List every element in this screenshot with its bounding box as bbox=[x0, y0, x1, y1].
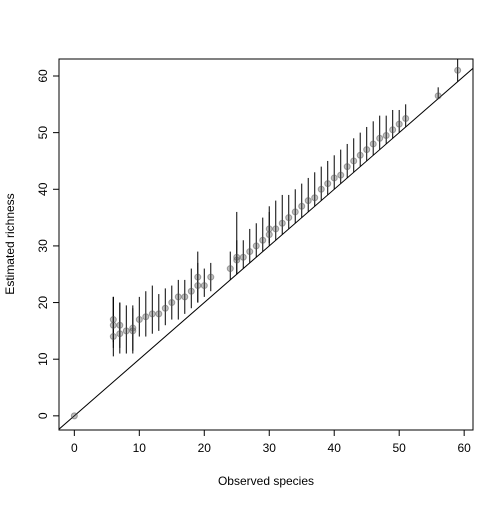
point bbox=[168, 299, 176, 307]
point bbox=[70, 412, 78, 420]
y-tick-label: 10 bbox=[36, 352, 50, 366]
point bbox=[207, 273, 215, 281]
y-tick-label: 50 bbox=[36, 126, 50, 140]
x-tick-label: 20 bbox=[198, 441, 212, 455]
point bbox=[122, 327, 130, 335]
x-tick-label: 10 bbox=[133, 441, 147, 455]
point bbox=[187, 287, 195, 295]
point bbox=[304, 197, 312, 205]
plot-frame bbox=[58, 58, 474, 431]
point bbox=[233, 256, 241, 264]
x-tick-label: 30 bbox=[263, 441, 277, 455]
point bbox=[395, 120, 403, 128]
identity-line bbox=[59, 67, 473, 430]
y-tick-label: 0 bbox=[36, 412, 50, 419]
x-tick-label: 40 bbox=[328, 441, 342, 455]
point bbox=[402, 114, 410, 122]
point bbox=[161, 304, 169, 312]
point bbox=[311, 194, 319, 202]
point bbox=[116, 330, 124, 338]
point bbox=[376, 134, 384, 142]
point bbox=[109, 316, 117, 324]
point bbox=[135, 316, 143, 324]
point bbox=[363, 146, 371, 154]
point bbox=[226, 265, 234, 273]
point bbox=[174, 293, 182, 301]
point bbox=[350, 157, 358, 165]
point bbox=[194, 282, 202, 290]
point bbox=[142, 313, 150, 321]
point bbox=[181, 293, 189, 301]
point bbox=[343, 163, 351, 171]
y-tick-label: 40 bbox=[36, 182, 50, 196]
point bbox=[298, 202, 306, 210]
point bbox=[330, 174, 338, 182]
point bbox=[382, 131, 390, 139]
point bbox=[278, 219, 286, 227]
point bbox=[285, 214, 293, 222]
x-axis-label: Observed species bbox=[218, 474, 314, 488]
point bbox=[317, 185, 325, 193]
point bbox=[109, 321, 117, 329]
x-tick-label: 0 bbox=[71, 441, 78, 455]
point bbox=[252, 242, 260, 250]
point bbox=[369, 140, 377, 148]
x-tick-label: 50 bbox=[393, 441, 407, 455]
point bbox=[246, 248, 254, 256]
point bbox=[129, 324, 137, 332]
point bbox=[265, 225, 273, 233]
plot-area bbox=[59, 59, 473, 430]
y-tick-label: 30 bbox=[36, 239, 50, 253]
point bbox=[337, 171, 345, 179]
point bbox=[200, 282, 208, 290]
y-tick-label: 20 bbox=[36, 296, 50, 310]
point bbox=[148, 310, 156, 318]
point bbox=[389, 126, 397, 134]
y-axis-label: Estimated richness bbox=[3, 193, 17, 294]
point bbox=[194, 273, 202, 281]
point bbox=[259, 236, 267, 244]
point bbox=[116, 321, 124, 329]
point bbox=[454, 66, 462, 74]
y-tick-label: 60 bbox=[36, 69, 50, 83]
point bbox=[109, 333, 117, 341]
point bbox=[265, 231, 273, 239]
point bbox=[155, 310, 163, 318]
point bbox=[291, 208, 299, 216]
point bbox=[324, 180, 332, 188]
x-tick-label: 60 bbox=[457, 441, 471, 455]
point bbox=[434, 92, 442, 100]
point bbox=[272, 225, 280, 233]
point bbox=[356, 151, 364, 159]
point bbox=[239, 253, 247, 261]
